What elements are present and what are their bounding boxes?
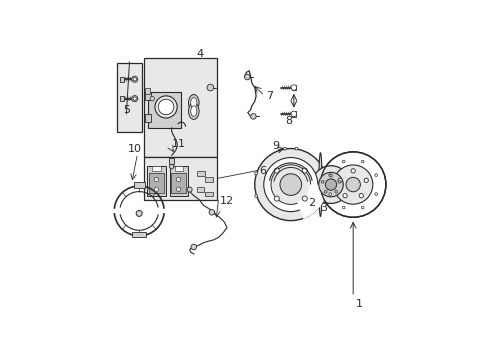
Bar bbox=[169, 166, 187, 196]
Circle shape bbox=[290, 111, 296, 117]
Bar bbox=[148, 92, 181, 128]
Circle shape bbox=[280, 174, 301, 195]
Bar bbox=[152, 166, 161, 171]
Wedge shape bbox=[297, 185, 327, 219]
Bar bbox=[148, 173, 164, 193]
Circle shape bbox=[263, 158, 317, 212]
Circle shape bbox=[150, 96, 154, 101]
Text: 3: 3 bbox=[319, 203, 326, 213]
Bar bbox=[143, 157, 217, 200]
Circle shape bbox=[302, 196, 307, 201]
Circle shape bbox=[374, 193, 377, 195]
Circle shape bbox=[321, 180, 323, 183]
Bar bbox=[132, 232, 146, 237]
Circle shape bbox=[329, 174, 332, 177]
Circle shape bbox=[250, 114, 256, 119]
Ellipse shape bbox=[318, 153, 322, 216]
Bar bbox=[196, 187, 204, 192]
Circle shape bbox=[337, 180, 340, 183]
Text: 5: 5 bbox=[122, 105, 130, 115]
Bar bbox=[291, 85, 295, 90]
Bar bbox=[145, 92, 150, 100]
Circle shape bbox=[136, 210, 142, 216]
Text: 10: 10 bbox=[127, 144, 142, 153]
Circle shape bbox=[350, 169, 355, 173]
Circle shape bbox=[318, 172, 343, 197]
Circle shape bbox=[325, 179, 336, 190]
Text: 2: 2 bbox=[307, 198, 314, 208]
Bar bbox=[171, 173, 186, 193]
Circle shape bbox=[169, 164, 173, 169]
Ellipse shape bbox=[190, 106, 197, 116]
Circle shape bbox=[158, 99, 173, 115]
Text: 8: 8 bbox=[285, 116, 292, 126]
Circle shape bbox=[334, 190, 337, 193]
Circle shape bbox=[254, 149, 326, 221]
Bar bbox=[117, 63, 142, 132]
Circle shape bbox=[283, 147, 286, 150]
Bar bbox=[145, 87, 150, 94]
Circle shape bbox=[290, 85, 296, 90]
Ellipse shape bbox=[190, 98, 197, 108]
Bar bbox=[169, 158, 173, 164]
Circle shape bbox=[358, 194, 363, 198]
Circle shape bbox=[133, 77, 136, 81]
Bar bbox=[204, 177, 213, 182]
Circle shape bbox=[254, 172, 257, 175]
Circle shape bbox=[333, 165, 372, 204]
Circle shape bbox=[294, 147, 297, 150]
Circle shape bbox=[131, 76, 138, 82]
Circle shape bbox=[208, 210, 214, 215]
Circle shape bbox=[374, 174, 377, 176]
Bar bbox=[120, 96, 124, 101]
Circle shape bbox=[342, 206, 344, 209]
Circle shape bbox=[346, 177, 360, 192]
Circle shape bbox=[364, 178, 367, 183]
Circle shape bbox=[176, 187, 181, 192]
Circle shape bbox=[176, 177, 181, 182]
Circle shape bbox=[311, 166, 349, 203]
Bar bbox=[133, 182, 144, 188]
Circle shape bbox=[274, 168, 279, 173]
Ellipse shape bbox=[188, 103, 199, 120]
Text: 7: 7 bbox=[265, 91, 272, 101]
Bar bbox=[291, 111, 295, 117]
Circle shape bbox=[337, 178, 342, 183]
Circle shape bbox=[302, 168, 307, 173]
Circle shape bbox=[244, 74, 249, 80]
Circle shape bbox=[328, 193, 331, 195]
Circle shape bbox=[131, 96, 138, 102]
Circle shape bbox=[270, 165, 310, 204]
Circle shape bbox=[361, 206, 363, 209]
Text: 11: 11 bbox=[171, 139, 185, 149]
Circle shape bbox=[154, 177, 158, 182]
Bar bbox=[204, 192, 212, 196]
Circle shape bbox=[320, 152, 385, 217]
Circle shape bbox=[361, 160, 363, 163]
Circle shape bbox=[187, 187, 192, 192]
Circle shape bbox=[133, 97, 136, 100]
Text: 9: 9 bbox=[271, 141, 279, 151]
Circle shape bbox=[328, 174, 331, 176]
Circle shape bbox=[274, 196, 279, 201]
Circle shape bbox=[155, 96, 177, 118]
Text: 12: 12 bbox=[220, 196, 234, 206]
Circle shape bbox=[154, 187, 158, 192]
Text: 6: 6 bbox=[259, 166, 265, 176]
Circle shape bbox=[342, 194, 346, 198]
Bar bbox=[196, 171, 204, 176]
Bar bbox=[143, 58, 217, 157]
Bar bbox=[174, 166, 183, 171]
Bar bbox=[147, 166, 165, 196]
Text: 4: 4 bbox=[196, 49, 203, 59]
Circle shape bbox=[207, 84, 213, 91]
Bar bbox=[120, 77, 124, 82]
Bar bbox=[145, 114, 150, 122]
Circle shape bbox=[254, 194, 257, 197]
Ellipse shape bbox=[188, 94, 199, 111]
Circle shape bbox=[324, 190, 326, 193]
Circle shape bbox=[191, 244, 196, 250]
Text: 1: 1 bbox=[355, 299, 362, 309]
Circle shape bbox=[342, 160, 344, 163]
